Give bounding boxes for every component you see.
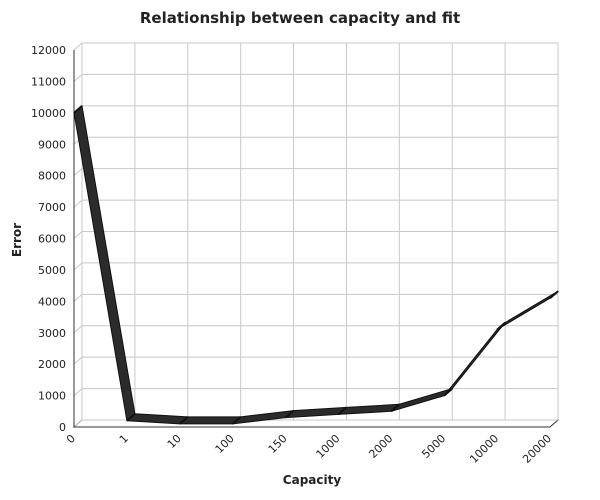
y-tick-label: 2000 <box>38 358 66 371</box>
x-tick-label: 1000 <box>314 432 343 461</box>
grid-line-depth <box>73 42 83 51</box>
y-tick-label: 8000 <box>38 170 66 183</box>
data-point <box>443 387 453 397</box>
y-tick-label: 1000 <box>38 390 66 403</box>
data-point <box>126 412 136 422</box>
grid-line-depth <box>73 388 83 396</box>
y-tick-label: 7000 <box>38 201 66 214</box>
error-series <box>73 105 559 425</box>
data-point <box>390 403 400 413</box>
y-tick-label: 5000 <box>38 264 66 277</box>
x-axis-label: Capacity <box>283 473 342 487</box>
x-tick-label: 1 <box>117 432 131 446</box>
data-point <box>284 409 295 419</box>
y-tick-label: 4000 <box>38 295 66 308</box>
x-tick-label: 5000 <box>419 432 448 461</box>
grid-line-depth <box>73 199 83 208</box>
data-point <box>496 321 506 331</box>
data-point <box>73 105 83 114</box>
y-tick-label: 9000 <box>38 138 66 151</box>
y-axis-label: Error <box>10 223 24 257</box>
grid-line-depth <box>73 293 83 302</box>
y-tick-label: 10000 <box>31 107 66 120</box>
grid-line-depth <box>73 356 83 365</box>
grid-line-depth <box>73 231 83 239</box>
x-tick-label: 0 <box>64 432 78 446</box>
x-tick-label: 100 <box>213 432 237 456</box>
x-tick-label: 10 <box>165 432 184 451</box>
grid-line-depth <box>73 419 83 428</box>
y-tick-label: 3000 <box>38 327 66 340</box>
data-point <box>179 416 189 425</box>
grid-line-depth <box>73 168 83 177</box>
grid-line-depth <box>73 262 83 271</box>
x-tick-label: 10000 <box>467 432 501 466</box>
grid <box>72 42 560 428</box>
grid-line-depth <box>73 325 83 334</box>
x-tick-labels: 0 1 10 100 150 1000 2000 5000 10000 20000 <box>64 432 554 466</box>
data-point <box>232 416 242 425</box>
y-tick-label: 12000 <box>31 44 66 57</box>
y-tick-label: 0 <box>59 421 66 434</box>
y-tick-label: 6000 <box>38 233 66 246</box>
x-tick-label: 150 <box>266 432 290 456</box>
y-tick-labels: 0 1000 2000 3000 4000 5000 6000 7000 8000 9000 100… <box>31 44 66 434</box>
line-segment <box>179 416 242 425</box>
data-point <box>549 290 559 299</box>
grid-line-depth <box>73 74 83 82</box>
chart-title: Relationship between capacity and fit <box>140 9 460 27</box>
data-point <box>337 406 348 416</box>
x-tick-label: 2000 <box>366 432 395 461</box>
y-tick-label: 11000 <box>31 75 66 88</box>
x-tick-label: 20000 <box>520 432 554 466</box>
